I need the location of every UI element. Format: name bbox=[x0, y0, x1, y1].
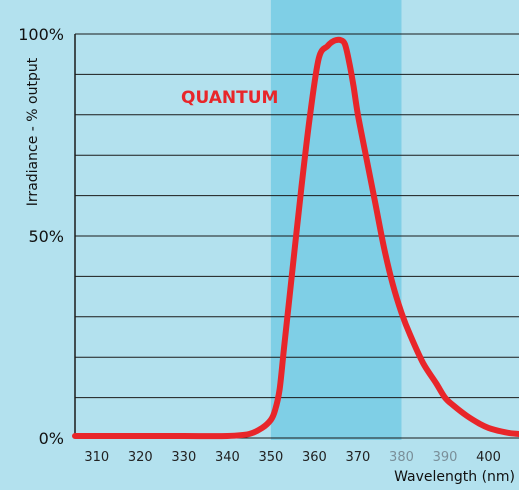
x-tick-label: 400 bbox=[476, 450, 501, 465]
y-tick-label: 50% bbox=[28, 227, 64, 246]
x-tick-label: 370 bbox=[346, 450, 371, 465]
x-tick-labels: 310 320 330 340 350 360 370 380 390 400 bbox=[84, 450, 501, 465]
x-tick-label: 360 bbox=[302, 450, 327, 465]
x-tick-label: 340 bbox=[215, 450, 240, 465]
x-axis-label: Wavelength (nm) bbox=[394, 469, 515, 485]
y-tick-label: 0% bbox=[39, 429, 64, 448]
annotation-quantum: QUANTUM bbox=[181, 88, 278, 108]
x-tick-label: 310 bbox=[84, 450, 109, 465]
x-tick-label: 380 bbox=[389, 450, 414, 465]
y-tick-labels: 0% 50% 100% bbox=[18, 25, 64, 448]
y-tick-label: 100% bbox=[18, 25, 64, 44]
x-tick-label: 390 bbox=[433, 450, 458, 465]
x-tick-label: 350 bbox=[258, 450, 283, 465]
x-tick-label: 330 bbox=[171, 450, 196, 465]
series-line bbox=[72, 36, 519, 440]
highlight-band bbox=[270, 0, 402, 440]
y-axis-label: Irradiance - % output bbox=[25, 57, 41, 206]
x-tick-label: 320 bbox=[128, 450, 153, 465]
